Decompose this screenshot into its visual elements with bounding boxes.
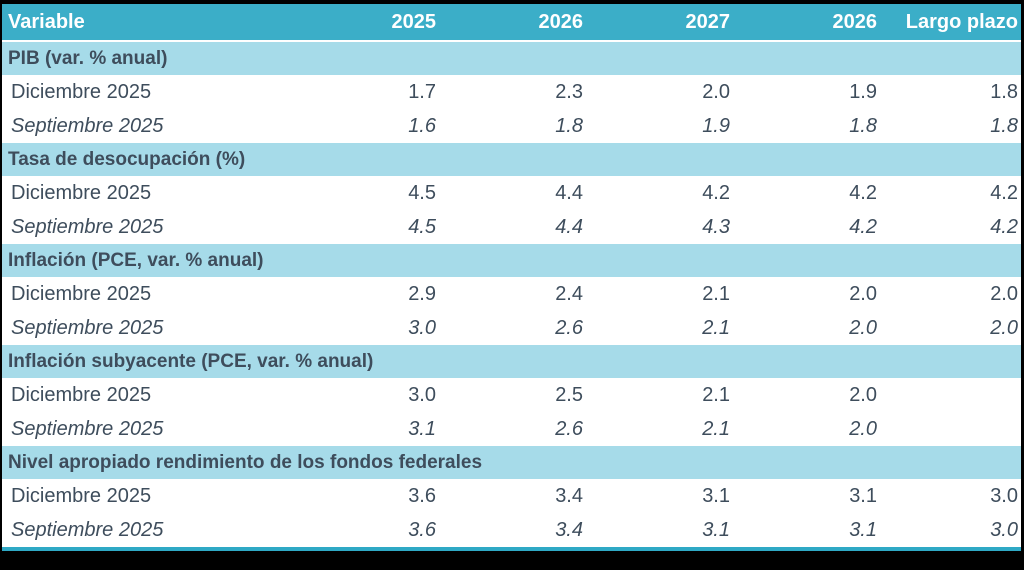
value-cell: 4.2: [702, 181, 730, 204]
value-cell: 3.0: [408, 383, 436, 406]
value-cell: 2.4: [555, 282, 583, 305]
value-cell: 4.2: [990, 215, 1018, 238]
table-row: Diciembre 2025 3.6 3.4 3.1 3.1 3.0: [2, 479, 1021, 513]
row-label: Diciembre 2025: [11, 383, 152, 406]
value-cell: 1.8: [849, 114, 877, 137]
value-cell: 2.0: [849, 417, 877, 440]
table-row: Diciembre 2025 4.5 4.4 4.2 4.2 4.2: [2, 176, 1021, 210]
value-cell: 2.0: [990, 316, 1018, 339]
value-cell: 3.4: [555, 484, 583, 507]
row-label: Septiembre 2025: [11, 215, 164, 238]
value-cell: 4.5: [408, 215, 436, 238]
value-cell: 2.0: [702, 80, 730, 103]
table-row: Septiembre 2025 3.0 2.6 2.1 2.0 2.0: [2, 311, 1021, 345]
value-cell: 3.1: [702, 518, 730, 541]
row-label: Diciembre 2025: [11, 484, 152, 507]
column-header-2026: 2026: [538, 10, 584, 33]
value-cell: 4.5: [408, 181, 436, 204]
row-label: Diciembre 2025: [11, 80, 152, 103]
value-cell: 2.1: [702, 383, 730, 406]
value-cell: 3.6: [408, 518, 436, 541]
value-cell: 4.2: [990, 181, 1018, 204]
value-cell: 1.9: [849, 80, 877, 103]
value-cell: 3.6: [408, 484, 436, 507]
table-row: Septiembre 2025 3.6 3.4 3.1 3.1 3.0: [2, 513, 1021, 547]
value-cell: 3.0: [408, 316, 436, 339]
value-cell: 4.3: [702, 215, 730, 238]
row-label: Diciembre 2025: [11, 181, 152, 204]
table-header-row: Variable 2025 2026 2027 2026 Largo plazo: [2, 4, 1021, 42]
value-cell: 2.0: [849, 282, 877, 305]
value-cell: 1.9: [702, 114, 730, 137]
row-label: Septiembre 2025: [11, 518, 164, 541]
value-cell: 3.1: [849, 518, 877, 541]
column-header-largo-plazo: Largo plazo: [905, 10, 1018, 33]
value-cell: 3.1: [849, 484, 877, 507]
value-cell: 2.1: [702, 316, 730, 339]
value-cell: 1.8: [990, 80, 1018, 103]
value-cell: 4.2: [849, 215, 877, 238]
value-cell: 3.4: [555, 518, 583, 541]
value-cell: 2.9: [408, 282, 436, 305]
value-cell: 1.7: [408, 80, 436, 103]
row-label: Diciembre 2025: [11, 282, 152, 305]
value-cell: 2.0: [849, 383, 877, 406]
row-label: Septiembre 2025: [11, 417, 164, 440]
value-cell: 3.1: [702, 484, 730, 507]
table-row: Septiembre 2025 3.1 2.6 2.1 2.0: [2, 412, 1021, 446]
value-cell: 2.0: [849, 316, 877, 339]
column-header-variable: Variable: [8, 10, 85, 33]
value-cell: 1.8: [990, 114, 1018, 137]
column-header-2025: 2025: [391, 10, 437, 33]
economic-projections-table: Variable 2025 2026 2027 2026 Largo plazo…: [2, 4, 1021, 551]
table-row: Diciembre 2025 1.7 2.3 2.0 1.9 1.8: [2, 75, 1021, 109]
value-cell: 2.0: [990, 282, 1018, 305]
section-header-0: PIB (var. % anual): [2, 42, 1021, 75]
section-header-4: Nivel apropiado rendimiento de los fondo…: [2, 446, 1021, 479]
value-cell: 4.2: [849, 181, 877, 204]
value-cell: 4.4: [555, 215, 583, 238]
column-header-2026-b: 2026: [832, 10, 878, 33]
value-cell: 2.1: [702, 282, 730, 305]
column-header-2027: 2027: [685, 10, 731, 33]
table-body: PIB (var. % anual) Diciembre 2025 1.7 2.3 2.…: [2, 42, 1021, 547]
value-cell: 2.6: [555, 316, 583, 339]
row-label: Septiembre 2025: [11, 114, 164, 137]
value-cell: 3.1: [408, 417, 436, 440]
value-cell: 2.6: [555, 417, 583, 440]
value-cell: 3.0: [990, 484, 1018, 507]
value-cell: 1.8: [555, 114, 583, 137]
table-row: Septiembre 2025 1.6 1.8 1.9 1.8 1.8: [2, 109, 1021, 143]
table-row: Diciembre 2025 3.0 2.5 2.1 2.0: [2, 378, 1021, 412]
section-header-2: Inflación (PCE, var. % anual): [2, 244, 1021, 277]
value-cell: 4.4: [555, 181, 583, 204]
value-cell: 3.0: [990, 518, 1018, 541]
row-label: Septiembre 2025: [11, 316, 164, 339]
section-header-3: Inflación subyacente (PCE, var. % anual): [2, 345, 1021, 378]
value-cell: 2.5: [555, 383, 583, 406]
table-row: Septiembre 2025 4.5 4.4 4.3 4.2 4.2: [2, 210, 1021, 244]
value-cell: 2.3: [555, 80, 583, 103]
value-cell: 2.1: [702, 417, 730, 440]
section-header-1: Tasa de desocupación (%): [2, 143, 1021, 176]
value-cell: 1.6: [408, 114, 436, 137]
table-row: Diciembre 2025 2.9 2.4 2.1 2.0 2.0: [2, 277, 1021, 311]
